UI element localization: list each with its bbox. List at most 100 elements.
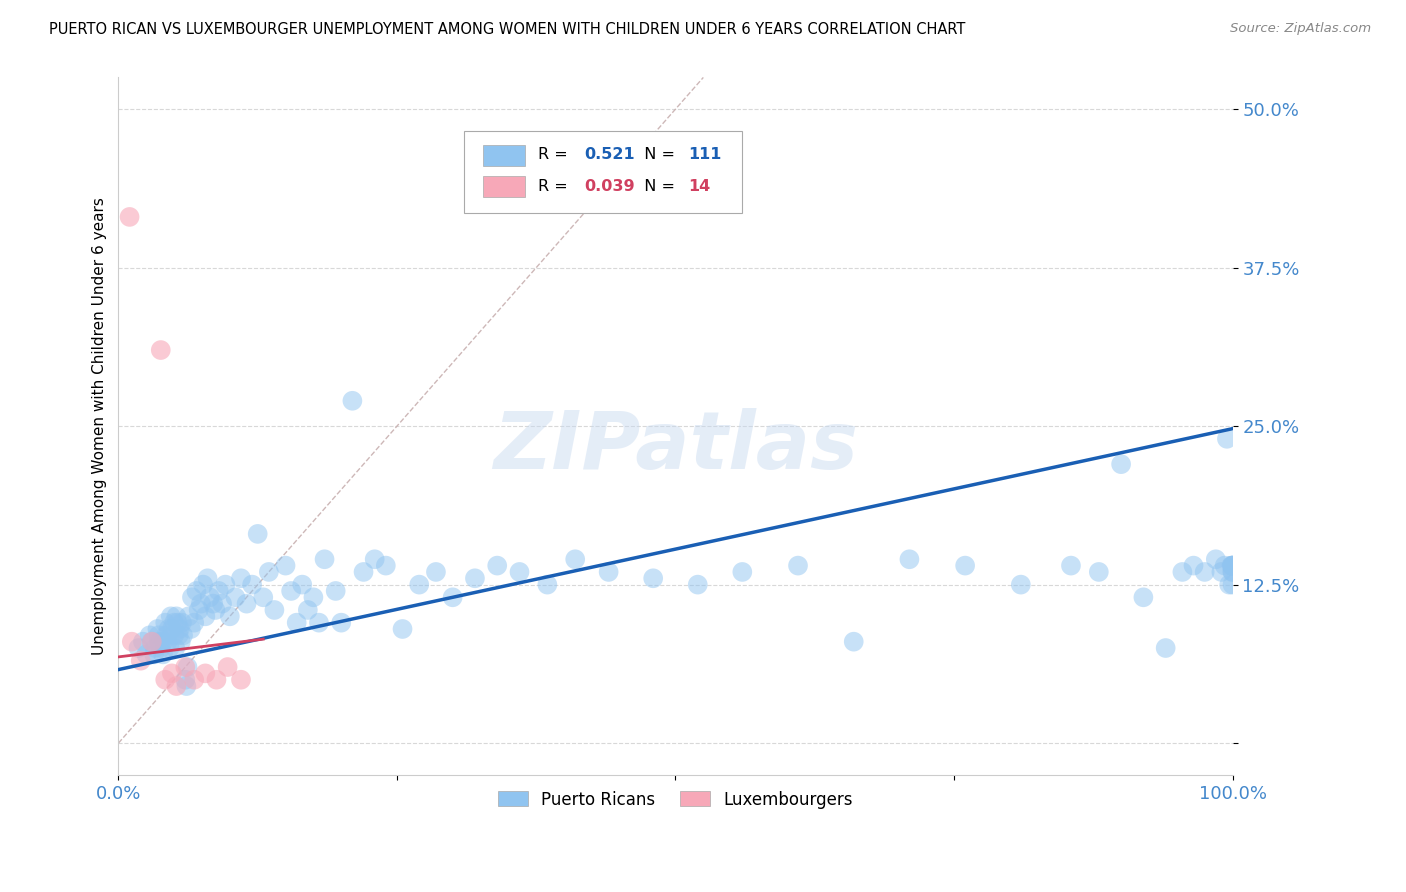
Point bbox=[325, 584, 347, 599]
Text: R =: R = bbox=[538, 147, 574, 162]
Point bbox=[229, 571, 252, 585]
FancyBboxPatch shape bbox=[482, 145, 524, 166]
Point bbox=[363, 552, 385, 566]
Point bbox=[1222, 565, 1244, 579]
Point bbox=[598, 565, 620, 579]
Point bbox=[143, 648, 166, 662]
Point bbox=[198, 591, 221, 605]
Point bbox=[342, 393, 364, 408]
Point bbox=[274, 558, 297, 573]
Point bbox=[353, 565, 375, 579]
Point bbox=[285, 615, 308, 630]
Point bbox=[149, 634, 172, 648]
Point bbox=[165, 679, 187, 693]
Point bbox=[165, 640, 187, 655]
Point bbox=[157, 622, 180, 636]
Point bbox=[257, 565, 280, 579]
Point bbox=[263, 603, 285, 617]
Point bbox=[953, 558, 976, 573]
Point bbox=[155, 673, 177, 687]
Point bbox=[172, 628, 194, 642]
Point bbox=[1194, 565, 1216, 579]
Point bbox=[330, 615, 353, 630]
Point bbox=[224, 591, 246, 605]
Point bbox=[180, 622, 202, 636]
Point bbox=[291, 577, 314, 591]
Point bbox=[842, 634, 865, 648]
Point bbox=[159, 609, 181, 624]
Point bbox=[218, 609, 240, 624]
Point bbox=[235, 597, 257, 611]
Point bbox=[183, 673, 205, 687]
Point bbox=[146, 622, 169, 636]
Point bbox=[187, 603, 209, 617]
Text: 14: 14 bbox=[688, 179, 710, 194]
Point bbox=[408, 577, 430, 591]
Point bbox=[176, 679, 198, 693]
Text: 0.039: 0.039 bbox=[583, 179, 634, 194]
Point bbox=[159, 640, 181, 655]
Point bbox=[167, 628, 190, 642]
FancyBboxPatch shape bbox=[482, 177, 524, 197]
Point bbox=[464, 571, 486, 585]
Point bbox=[1222, 558, 1244, 573]
Point bbox=[166, 615, 188, 630]
Point bbox=[1222, 558, 1244, 573]
Point bbox=[1109, 457, 1132, 471]
Point bbox=[176, 660, 198, 674]
Point bbox=[186, 584, 208, 599]
Text: N =: N = bbox=[634, 147, 681, 162]
Point bbox=[308, 615, 330, 630]
Point bbox=[564, 552, 586, 566]
Point bbox=[1222, 577, 1244, 591]
Point bbox=[135, 648, 157, 662]
Point bbox=[128, 640, 150, 655]
FancyBboxPatch shape bbox=[464, 131, 742, 213]
Text: N =: N = bbox=[634, 179, 681, 194]
Text: 111: 111 bbox=[688, 147, 721, 162]
Point bbox=[177, 609, 200, 624]
Point bbox=[280, 584, 302, 599]
Point bbox=[155, 615, 177, 630]
Point bbox=[141, 634, 163, 648]
Point bbox=[1154, 640, 1177, 655]
Point bbox=[214, 577, 236, 591]
Point bbox=[391, 622, 413, 636]
Legend: Puerto Ricans, Luxembourgers: Puerto Ricans, Luxembourgers bbox=[491, 784, 860, 815]
Point bbox=[205, 673, 228, 687]
Point bbox=[160, 622, 183, 636]
Point bbox=[190, 597, 212, 611]
Text: 0.521: 0.521 bbox=[583, 147, 634, 162]
Point bbox=[197, 571, 219, 585]
Point bbox=[229, 673, 252, 687]
Point bbox=[174, 673, 197, 687]
Point bbox=[183, 615, 205, 630]
Point bbox=[163, 615, 186, 630]
Point bbox=[204, 603, 226, 617]
Point bbox=[1222, 558, 1244, 573]
Point bbox=[208, 584, 231, 599]
Point bbox=[1010, 577, 1032, 591]
Point bbox=[155, 628, 177, 642]
Point bbox=[686, 577, 709, 591]
Point bbox=[1222, 558, 1244, 573]
Point bbox=[170, 615, 193, 630]
Point bbox=[297, 603, 319, 617]
Point bbox=[1216, 432, 1239, 446]
Point bbox=[898, 552, 921, 566]
Point bbox=[149, 343, 172, 357]
Point bbox=[174, 660, 197, 674]
Point bbox=[787, 558, 810, 573]
Point bbox=[194, 666, 217, 681]
Point bbox=[141, 634, 163, 648]
Point bbox=[118, 210, 141, 224]
Point bbox=[1182, 558, 1205, 573]
Point bbox=[1088, 565, 1111, 579]
Point bbox=[170, 634, 193, 648]
Point bbox=[302, 591, 325, 605]
Text: PUERTO RICAN VS LUXEMBOURGER UNEMPLOYMENT AMONG WOMEN WITH CHILDREN UNDER 6 YEAR: PUERTO RICAN VS LUXEMBOURGER UNEMPLOYMEN… bbox=[49, 22, 966, 37]
Point bbox=[1060, 558, 1083, 573]
Point bbox=[1218, 577, 1240, 591]
Point bbox=[374, 558, 396, 573]
Point bbox=[252, 591, 274, 605]
